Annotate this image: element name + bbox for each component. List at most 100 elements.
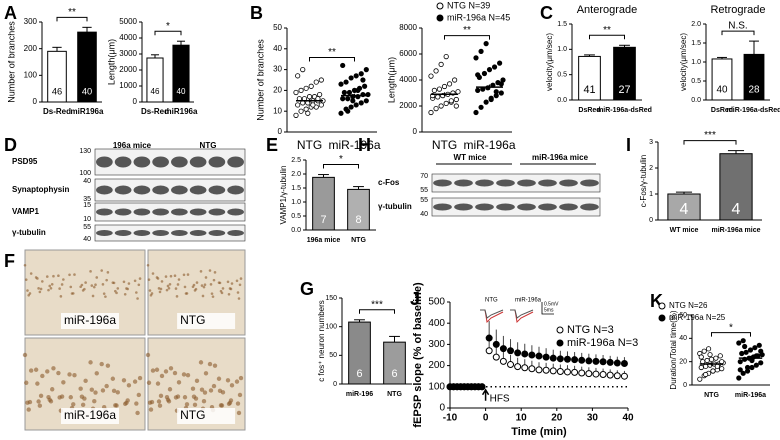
data-point: [485, 334, 493, 342]
stained-cell: [91, 294, 95, 298]
data-point: [719, 366, 725, 372]
stained-cell: [126, 383, 132, 388]
blot-marker: 10: [83, 216, 91, 223]
y-axis-label: Number of branches: [6, 21, 16, 103]
x-tick-label: NTG: [351, 237, 366, 244]
data-point: [697, 376, 703, 382]
stained-cell: [122, 280, 126, 284]
blot-band: [580, 179, 599, 187]
y-tick-label: 30: [273, 65, 282, 74]
stained-cell: [82, 396, 87, 401]
data-point: [473, 109, 479, 116]
data-point: [340, 96, 346, 102]
data-point: [313, 79, 319, 85]
data-point: [295, 73, 301, 79]
y-tick-label: 200: [428, 360, 445, 371]
stained-cell: [114, 403, 119, 408]
data-point: [358, 71, 364, 77]
blot-band: [208, 156, 226, 168]
stained-cell: [154, 367, 160, 372]
significance-label: ***: [371, 299, 383, 310]
stained-cell: [50, 283, 54, 286]
blot-band: [475, 179, 494, 187]
stained-cell: [186, 273, 190, 276]
blot-marker: 40: [83, 236, 91, 243]
data-point: [736, 375, 742, 381]
stained-cell: [211, 383, 217, 389]
stained-cell: [184, 402, 190, 407]
blot-band: [227, 185, 244, 195]
x-tick-label: 20: [551, 413, 563, 424]
data-point: [521, 364, 529, 372]
blot-band: [227, 208, 244, 216]
blot-band: [96, 208, 113, 216]
stained-cell: [165, 288, 169, 292]
stained-cell: [202, 390, 208, 395]
n-label: 28: [748, 85, 760, 96]
blot-group: WT mice: [454, 153, 487, 162]
blot-band: [171, 156, 188, 168]
data-point: [360, 77, 366, 83]
data-point: [717, 353, 723, 359]
stained-cell: [50, 387, 55, 392]
n-label: 41: [583, 84, 595, 96]
stained-cell: [136, 297, 139, 300]
legend-marker: [436, 2, 444, 10]
stained-cell: [221, 287, 225, 290]
y-axis-label: c fos⁺ neuron numbers: [317, 300, 326, 382]
data-point: [433, 106, 439, 112]
data-point: [348, 104, 354, 110]
stained-cell: [238, 375, 244, 381]
panel-letter: G: [300, 279, 314, 299]
blot-marker: 70: [420, 173, 428, 180]
y-axis-label: fEPSP slope (% of baseline): [412, 282, 424, 428]
stained-cell: [174, 287, 178, 290]
data-point: [705, 346, 712, 352]
stained-cell: [230, 282, 234, 285]
stained-cell: [49, 286, 53, 290]
y-tick-label: 50: [329, 352, 337, 359]
blot-band: [133, 156, 151, 168]
blot-band: [133, 185, 151, 195]
y-tick-label: 1.0: [691, 59, 701, 66]
stained-cell: [100, 269, 104, 272]
stained-cell: [202, 285, 206, 289]
blot-band: [433, 179, 452, 187]
significance-label: **: [463, 25, 471, 36]
bar: [347, 188, 370, 231]
data-point: [293, 89, 299, 96]
stained-cell: [168, 366, 174, 371]
data-point: [348, 75, 354, 81]
y-tick-label: 3: [649, 139, 653, 146]
stained-cell: [132, 379, 138, 384]
data-point: [353, 73, 359, 79]
n-label: 46: [52, 86, 62, 96]
x-tick-label: miR-196: [346, 391, 373, 398]
y-axis-label: Duration/Total time(%): [669, 310, 678, 389]
stained-cell: [93, 390, 98, 395]
significance-bracket: [323, 164, 359, 169]
stained-cell: [61, 380, 66, 385]
blot-band: [189, 185, 207, 195]
y-tick-label: 0.0: [291, 227, 301, 234]
bar: [578, 55, 601, 101]
blot-group: 196a mice: [113, 141, 152, 150]
stained-cell: [35, 381, 40, 386]
chart-title: Retrograde: [710, 4, 765, 16]
bar: [172, 44, 190, 103]
stained-cell: [45, 275, 49, 278]
stained-cell: [168, 283, 172, 286]
n-label: 27: [618, 84, 630, 96]
stained-cell: [38, 393, 44, 399]
image-label: NTG: [180, 313, 205, 327]
blot-row-label: c-Fos: [378, 178, 400, 187]
stained-cell: [111, 388, 117, 394]
stained-cell: [62, 278, 65, 281]
stained-cell: [116, 287, 120, 290]
legend-label: NTG N=3: [567, 324, 614, 336]
stained-cell: [135, 410, 140, 416]
y-tick-label: 0: [413, 127, 418, 136]
bar: [383, 341, 406, 385]
data-point: [443, 100, 449, 107]
blot-row-label: VAMP1: [12, 207, 40, 216]
